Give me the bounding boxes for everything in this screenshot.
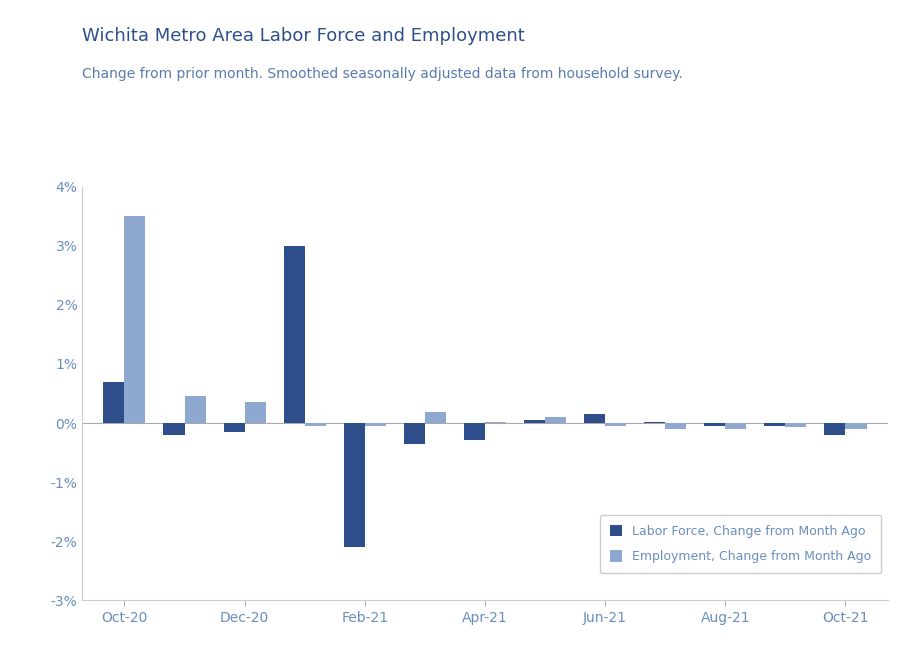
Bar	[464, 423, 485, 440]
Bar	[524, 420, 545, 423]
Bar	[665, 423, 686, 429]
Text: Wichita Metro Area Labor Force and Employment: Wichita Metro Area Labor Force and Emplo…	[82, 27, 525, 45]
Bar	[344, 423, 365, 547]
Text: Change from prior month. Smoothed seasonally adjusted data from household survey: Change from prior month. Smoothed season…	[82, 67, 684, 81]
Bar	[124, 216, 145, 423]
Bar	[425, 412, 446, 423]
Bar	[545, 417, 566, 423]
Bar	[705, 423, 726, 426]
Bar	[845, 423, 867, 429]
Bar	[605, 423, 626, 426]
Legend: Labor Force, Change from Month Ago, Employment, Change from Month Ago: Labor Force, Change from Month Ago, Empl…	[599, 515, 881, 574]
Bar	[584, 414, 605, 423]
Bar	[785, 423, 806, 427]
Bar	[164, 423, 185, 435]
Bar	[404, 423, 425, 444]
Bar	[223, 423, 244, 432]
Bar	[185, 396, 206, 423]
Bar	[284, 246, 305, 423]
Bar	[824, 423, 845, 435]
Bar	[726, 423, 747, 429]
Bar	[244, 402, 265, 423]
Bar	[365, 423, 386, 426]
Bar	[305, 423, 326, 426]
Bar	[103, 382, 124, 423]
Bar	[764, 423, 785, 426]
